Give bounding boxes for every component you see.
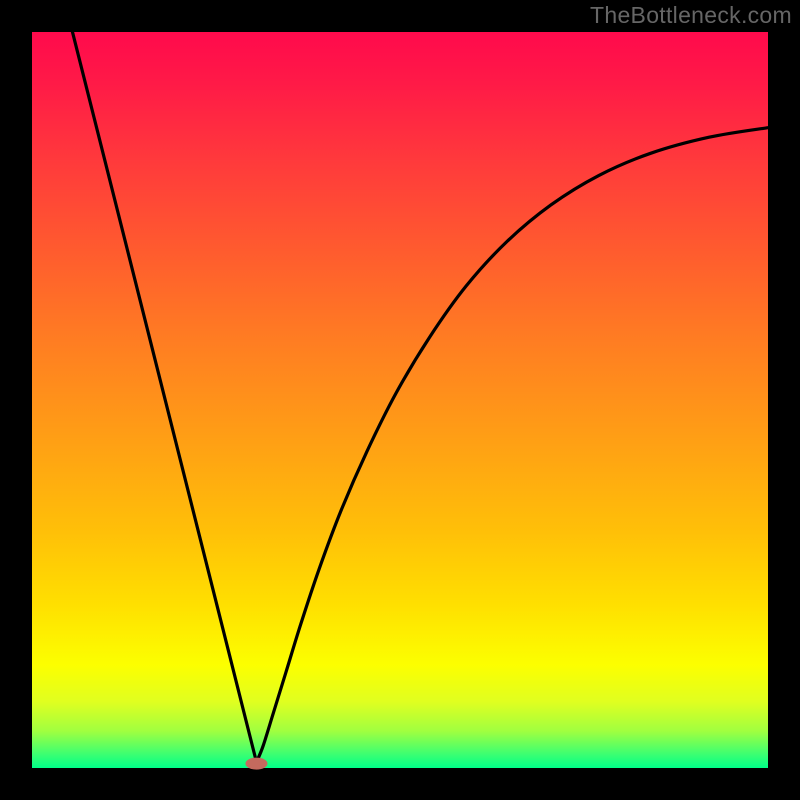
optimal-point-marker [245,758,267,770]
plot-background [32,32,768,768]
bottleneck-chart [0,0,800,800]
chart-container: TheBottleneck.com [0,0,800,800]
watermark-text: TheBottleneck.com [590,2,792,29]
